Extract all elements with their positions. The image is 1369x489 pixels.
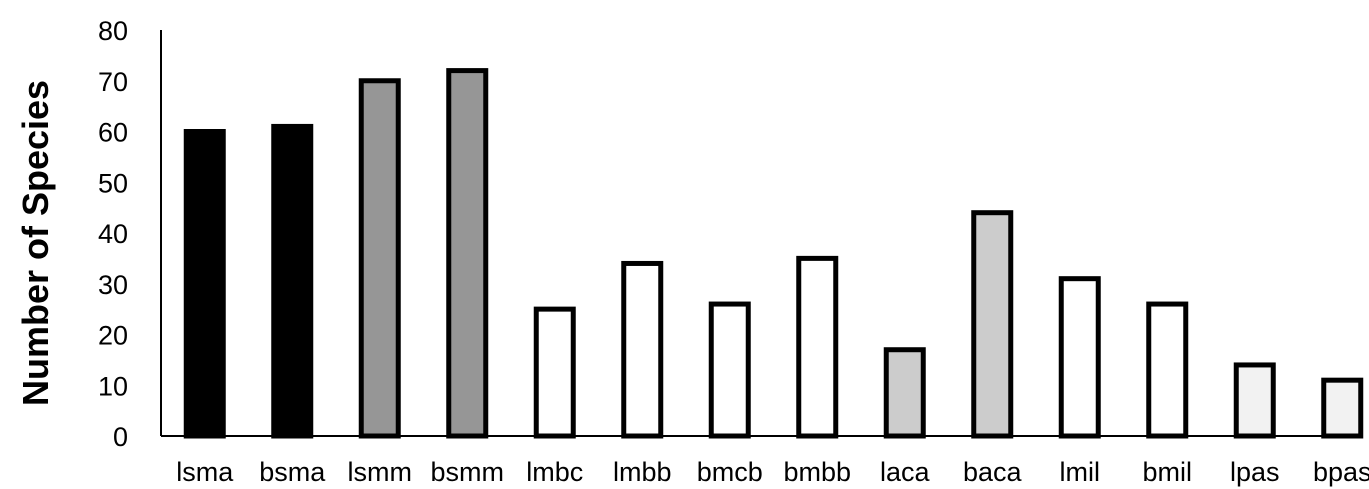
bar-lmbb xyxy=(621,260,664,439)
y-tick-label: 60 xyxy=(98,118,128,148)
bar-bmcb xyxy=(708,301,751,439)
y-tick-label: 50 xyxy=(98,168,128,198)
bar-bsma xyxy=(271,123,314,439)
y-tick-label: 80 xyxy=(98,16,128,46)
x-tick-label-bmbb: bmbb xyxy=(783,457,851,487)
x-tick-label-lsmm: lsmm xyxy=(348,457,412,487)
axes-layer xyxy=(160,30,1362,437)
x-tick-label-lmil: lmil xyxy=(1060,457,1101,487)
y-tick-labels: 0 10 20 30 40 50 60 70 80 xyxy=(98,16,128,452)
x-category-labels: lsma bsma lsmm bsmm lmbc lmbb bmcb bmbb laca baca… xyxy=(176,457,1369,487)
x-tick-label-bmil: bmil xyxy=(1142,457,1192,487)
bar-bsmm xyxy=(446,68,489,439)
bar-lsmm xyxy=(358,78,401,439)
y-tick-label: 30 xyxy=(98,270,128,300)
x-tick-label-lmbb: lmbb xyxy=(613,457,672,487)
bar-bmbb xyxy=(796,255,839,439)
x-tick-label-laca: laca xyxy=(880,457,931,487)
x-tick-label-lmbc: lmbc xyxy=(526,457,583,487)
bar-lpas xyxy=(1233,362,1276,439)
y-tick-label: 0 xyxy=(113,422,128,452)
x-tick-label-bsma: bsma xyxy=(259,457,326,487)
bar-lsma xyxy=(183,129,226,439)
y-tick-label: 40 xyxy=(98,219,128,249)
x-tick-label-baca: baca xyxy=(963,457,1023,487)
bar-bpas xyxy=(1321,377,1364,439)
bar-bmil xyxy=(1146,301,1189,439)
x-tick-label-lpas: lpas xyxy=(1230,457,1280,487)
bars-layer xyxy=(183,68,1364,439)
x-tick-label-bpas: bpas xyxy=(1313,457,1369,487)
y-axis-title: Number of Species xyxy=(15,80,56,406)
bar-lmbc xyxy=(533,306,576,439)
x-tick-label-bsmm: bsmm xyxy=(431,457,505,487)
y-tick-label: 70 xyxy=(98,67,128,97)
x-tick-label-lsma: lsma xyxy=(176,457,234,487)
bar-lmil xyxy=(1058,276,1101,439)
bar-baca xyxy=(971,210,1014,439)
y-tick-label: 20 xyxy=(98,321,128,351)
x-tick-label-bmcb: bmcb xyxy=(697,457,763,487)
bar-laca xyxy=(883,347,926,439)
y-tick-label: 10 xyxy=(98,371,128,401)
